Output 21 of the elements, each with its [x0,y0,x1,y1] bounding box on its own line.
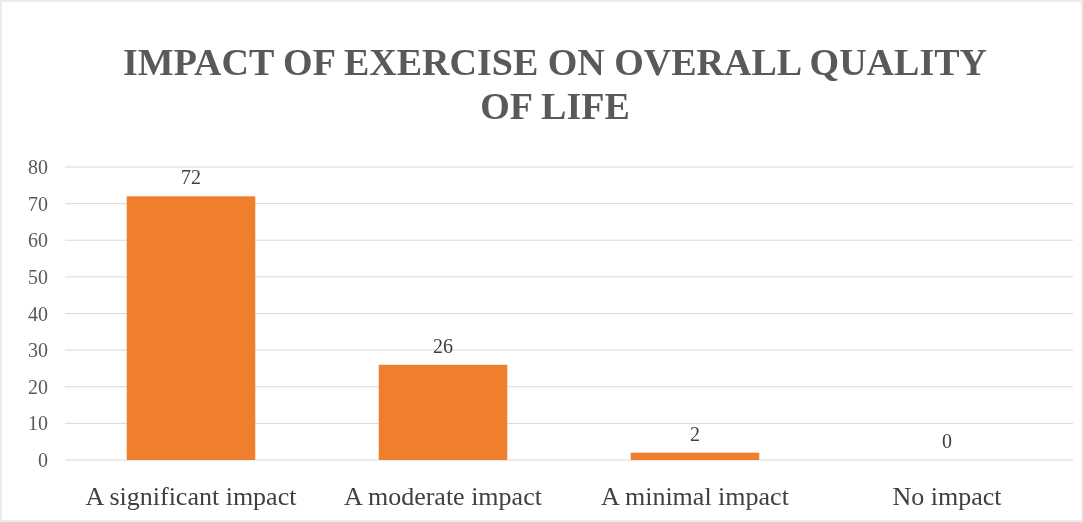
y-tick-label: 10 [28,412,48,435]
x-tick-label: A minimal impact [601,482,790,511]
y-tick-label: 20 [28,375,48,398]
y-tick-label: 40 [28,302,48,325]
x-tick-label: No impact [892,482,1003,511]
bar [126,196,256,460]
bar [378,364,508,460]
y-tick-label: 80 [28,156,48,178]
x-tick-label: A moderate impact [344,482,543,511]
data-label: 26 [433,334,453,357]
y-tick-label: 60 [28,229,48,252]
y-tick-label: 70 [28,192,48,215]
data-label: 0 [942,430,952,452]
y-tick-label: 0 [38,449,48,471]
chart-title: IMPACT OF EXERCISE ON OVERALL QUALITY OF LIFE [123,41,987,127]
bar [630,452,760,460]
data-label: 72 [181,166,201,189]
data-label: 2 [690,422,700,445]
y-tick-label: 30 [28,339,48,362]
x-tick-label: A significant impact [85,482,298,511]
y-tick-label: 50 [28,265,48,288]
